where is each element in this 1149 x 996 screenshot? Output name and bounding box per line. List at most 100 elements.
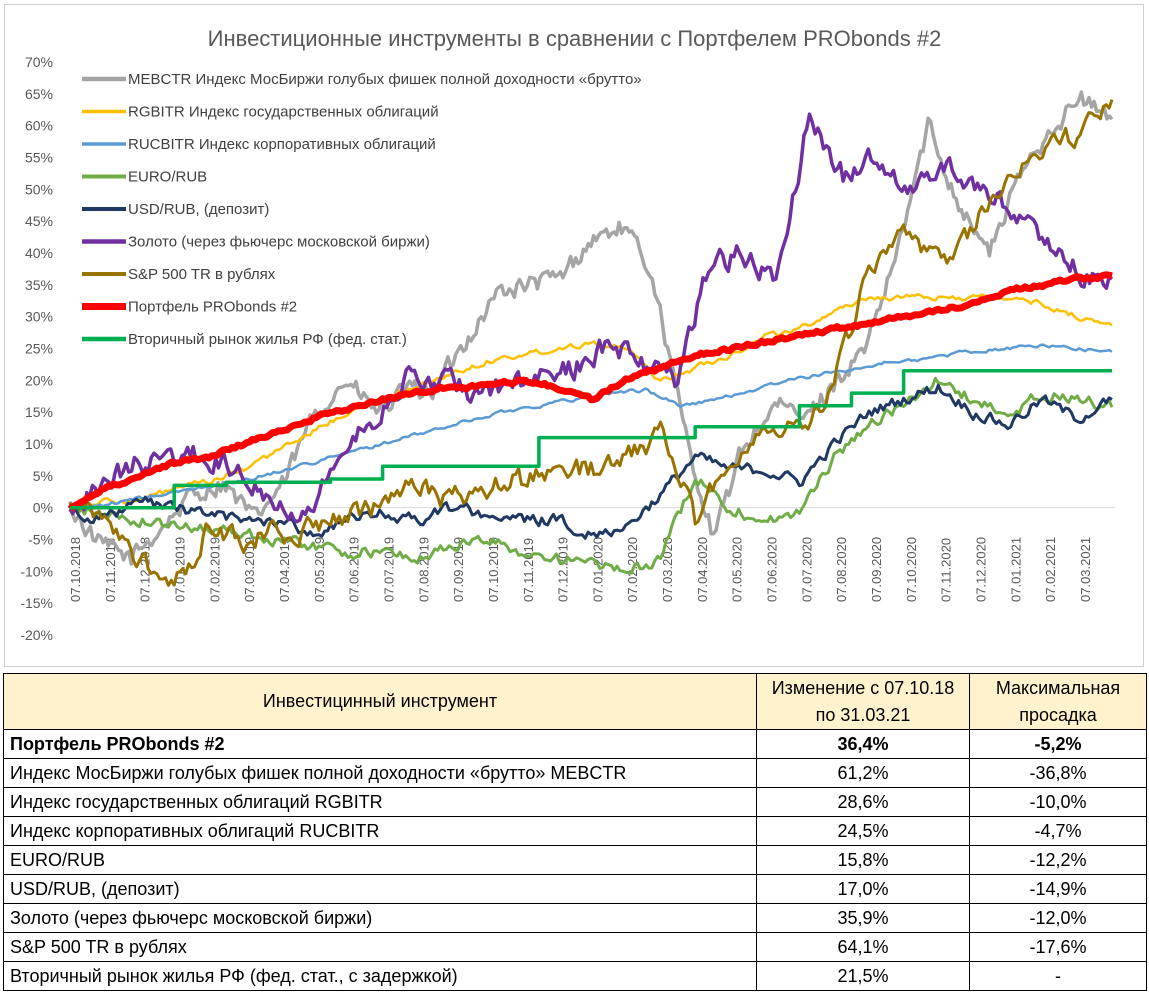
table-row: Индекс МосБиржи голубых фишек полной дох… — [3, 758, 1147, 788]
y-tick-label: 60% — [25, 118, 53, 134]
series-line — [68, 383, 1113, 540]
x-tick-label: 07.07.2019 — [381, 537, 396, 602]
row-change: 21,5% — [756, 961, 970, 991]
x-tick-label: 07.03.2021 — [1078, 537, 1093, 602]
table-row: EURO/RUB 15,8% -12,2% — [3, 845, 1147, 875]
row-change: 28,6% — [756, 787, 970, 817]
table-row: Портфель PRObonds #2 36,4% -5,2% — [3, 729, 1147, 759]
y-tick-label: -20% — [20, 627, 53, 643]
x-tick-label: 07.12.2018 — [138, 537, 153, 602]
table-row: Индекс государственных облигаций RGBITR 2… — [3, 787, 1147, 817]
x-tick-label: 07.12.2020 — [974, 537, 989, 602]
x-tick-label: 07.09.2020 — [869, 537, 884, 602]
y-tick-label: 70% — [25, 54, 53, 70]
x-tick-label: 07.08.2019 — [416, 537, 431, 602]
y-tick-label: 50% — [25, 181, 53, 197]
row-drawdown: -14,9% — [969, 874, 1147, 904]
x-tick-label: 07.08.2020 — [834, 537, 849, 602]
y-tick-label: -15% — [20, 595, 53, 611]
chart-area — [4, 4, 1144, 667]
x-tick-label: 07.03.2019 — [242, 537, 257, 602]
table-row: Индекс корпоративных облигаций RUCBITR 24… — [3, 816, 1147, 846]
row-name: Портфель PRObonds #2 — [3, 729, 757, 759]
series-line — [68, 112, 1114, 524]
x-tick-label: 07.09.2019 — [451, 537, 466, 602]
y-tick-label: 35% — [25, 277, 53, 293]
row-drawdown: -4,7% — [969, 816, 1147, 846]
line-chart: 70% 65% 60% 55% 50% 45% 40% 35% 30% 25% 20% 15% 10% 5… — [20, 54, 1115, 643]
x-tick-label: 07.07.2020 — [799, 537, 814, 602]
legend-label: EURO/RUB — [128, 169, 207, 186]
row-change: 15,8% — [756, 845, 970, 875]
legend-label: Вторичный рынок жилья РФ (фед. стат.) — [128, 331, 407, 348]
series-line — [69, 292, 1113, 511]
row-change: 36,4% — [756, 729, 970, 759]
header-drawdown-line1: Максимальная — [995, 677, 1121, 698]
x-tick-label: 07.11.2019 — [521, 538, 536, 602]
x-tick-label: 07.06.2019 — [347, 537, 362, 602]
y-tick-label: 30% — [25, 309, 53, 325]
y-tick-label: 25% — [25, 341, 53, 357]
series-line — [69, 376, 1114, 575]
legend-label: S&P 500 TR в рублях — [128, 266, 276, 283]
legend-label: MEBCTR Индекс МосБиржи голубых фишек пол… — [128, 71, 642, 88]
header-change-line1: Изменение с 07.10.18 — [771, 677, 955, 698]
x-tick-label: 07.10.2020 — [904, 537, 919, 602]
y-tick-label: -10% — [20, 563, 53, 579]
row-drawdown: - — [969, 961, 1147, 991]
table-row: Вторичный рынок жилья РФ (фед. стат., с … — [3, 961, 1147, 991]
x-tick-label: 07.11.2018 — [103, 538, 118, 602]
row-change: 61,2% — [756, 758, 970, 788]
row-drawdown: -17,6% — [969, 932, 1147, 962]
row-name: Золото (через фьючерс московской биржи) — [3, 903, 757, 933]
x-tick-label: 07.10.2018 — [68, 537, 83, 602]
row-name: Индекс МосБиржи голубых фишек полной дох… — [3, 758, 757, 788]
row-change: 35,9% — [756, 903, 970, 933]
header-drawdown-line2: просадка — [1019, 704, 1097, 725]
table-row: USD/RUB, (депозит) 17,0% -14,9% — [3, 874, 1147, 904]
comparison-table: Инвестицинный инструмент Изменение с 07.… — [3, 673, 1147, 991]
table-header-row: Инвестицинный инструмент Изменение с 07.… — [3, 673, 1147, 730]
y-tick-label: 15% — [25, 404, 53, 420]
row-drawdown: -12,0% — [969, 903, 1147, 933]
row-name: Индекс государственных облигаций RGBITR — [3, 787, 757, 817]
table-row: Золото (через фьючерс московской биржи) 3… — [3, 903, 1147, 933]
y-tick-label: 40% — [25, 245, 53, 261]
series-line — [67, 271, 1113, 512]
y-tick-label: 5% — [33, 468, 53, 484]
row-name: USD/RUB, (депозит) — [3, 874, 757, 904]
row-drawdown: -12,2% — [969, 845, 1147, 875]
row-name: Вторичный рынок жилья РФ (фед. стат., с … — [3, 961, 757, 991]
row-name: Индекс корпоративных облигаций RUCBITR — [3, 816, 757, 846]
legend-label: RUCBITR Индекс корпоративных облигаций — [128, 136, 436, 153]
legend-label: RGBITR Индекс государственных облигаций — [128, 104, 439, 121]
x-tick-label: 07.12.2019 — [556, 537, 571, 602]
x-tick-label: 07.04.2019 — [277, 537, 292, 602]
x-tick-label: 07.10.2019 — [486, 537, 501, 602]
x-tick-label: 07.01.2021 — [1008, 537, 1023, 602]
legend-label: Портфель PRObonds #2 — [128, 299, 297, 316]
row-name: S&P 500 TR в рублях — [3, 932, 757, 962]
series-line — [68, 99, 1114, 587]
header-change: Изменение с 07.10.18 по 31.03.21 — [756, 673, 970, 730]
row-change: 64,1% — [756, 932, 970, 962]
x-tick-label: 07.02.2019 — [207, 537, 222, 602]
y-tick-label: 10% — [25, 436, 53, 452]
header-instrument: Инвестицинный инструмент — [3, 673, 757, 730]
table-row: S&P 500 TR в рублях 64,1% -17,6% — [3, 932, 1147, 962]
x-tick-label: 07.04.2020 — [695, 537, 710, 602]
row-drawdown: -10,0% — [969, 787, 1147, 817]
y-tick-label: 20% — [25, 372, 53, 388]
x-tick-label: 07.05.2020 — [730, 537, 745, 602]
x-tick-label: 07.05.2019 — [312, 537, 327, 602]
x-tick-label: 07.01.2019 — [172, 537, 187, 602]
row-name: EURO/RUB — [3, 845, 757, 875]
y-tick-label: 45% — [25, 213, 53, 229]
x-tick-label: 07.06.2020 — [765, 537, 780, 602]
x-tick-label: 07.02.2021 — [1043, 537, 1058, 602]
y-tick-label: 65% — [25, 86, 53, 102]
legend-label: USD/RUB, (депозит) — [128, 201, 269, 218]
y-tick-label: 55% — [25, 150, 53, 166]
row-change: 17,0% — [756, 874, 970, 904]
row-drawdown: -36,8% — [969, 758, 1147, 788]
